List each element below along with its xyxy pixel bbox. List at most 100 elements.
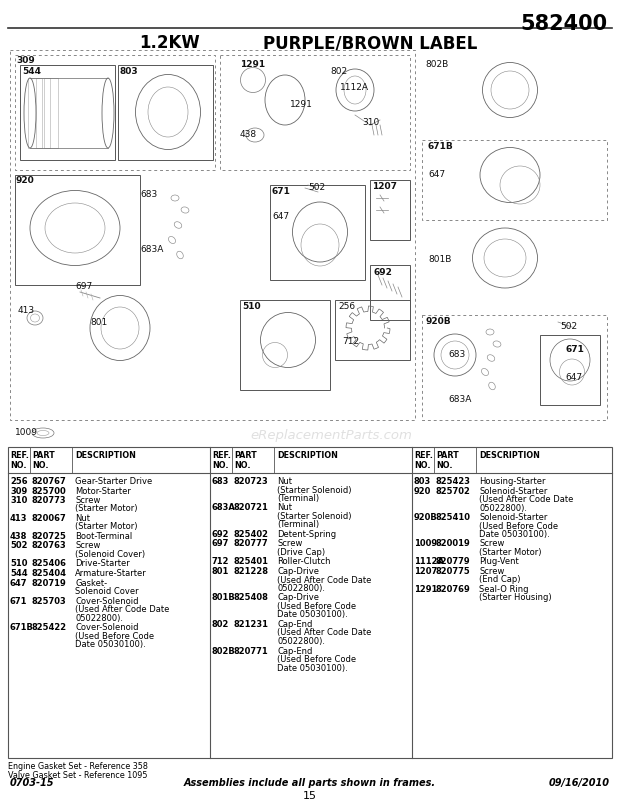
Bar: [422, 315, 607, 420]
Text: 683A: 683A: [140, 245, 164, 254]
Text: Cap-End: Cap-End: [277, 646, 312, 655]
Text: (End Cap): (End Cap): [479, 576, 521, 585]
Text: (Used Before Code: (Used Before Code: [479, 521, 558, 530]
Text: 05022800).: 05022800).: [75, 614, 123, 622]
Text: 825408: 825408: [234, 593, 269, 602]
Text: 802: 802: [330, 67, 347, 76]
Bar: [15, 175, 140, 285]
Bar: [270, 185, 365, 280]
Text: 502: 502: [308, 183, 325, 192]
Text: 825406: 825406: [32, 560, 67, 569]
Bar: [10, 50, 415, 420]
Text: Roller-Clutch: Roller-Clutch: [277, 557, 330, 566]
Text: 683: 683: [140, 190, 157, 199]
Text: 647: 647: [272, 212, 289, 221]
Text: 697: 697: [75, 282, 92, 291]
Text: Solenoid Cover: Solenoid Cover: [75, 587, 139, 596]
Text: (Used Before Code: (Used Before Code: [277, 602, 356, 611]
Bar: [370, 180, 410, 240]
Text: 801B: 801B: [212, 593, 236, 602]
Text: 803: 803: [120, 67, 139, 76]
Text: 310: 310: [362, 118, 379, 127]
Text: 801: 801: [90, 318, 107, 327]
Text: Screw: Screw: [277, 540, 303, 549]
Bar: [370, 265, 410, 320]
Text: Cover-Solenoid: Cover-Solenoid: [75, 623, 138, 632]
Text: 801B: 801B: [428, 255, 451, 264]
Text: 256: 256: [10, 477, 28, 486]
Text: 825404: 825404: [32, 569, 67, 578]
Text: REF.
NO.: REF. NO.: [414, 451, 433, 471]
Text: 1291: 1291: [290, 100, 313, 109]
Text: Engine Gasket Set - Reference 358: Engine Gasket Set - Reference 358: [8, 762, 148, 771]
Text: 671: 671: [272, 187, 291, 196]
Text: REF.
NO.: REF. NO.: [10, 451, 29, 471]
Text: 820067: 820067: [32, 514, 67, 523]
Text: 544: 544: [22, 67, 41, 76]
Text: 510: 510: [242, 302, 260, 311]
Text: 09/16/2010: 09/16/2010: [549, 778, 610, 788]
Text: 413: 413: [10, 514, 27, 523]
Text: 825702: 825702: [436, 487, 471, 496]
Text: 825703: 825703: [32, 597, 67, 606]
Text: 692: 692: [212, 530, 229, 539]
Text: Screw: Screw: [75, 496, 100, 505]
Text: 0703-15: 0703-15: [10, 778, 55, 788]
Text: Valve Gasket Set - Reference 1095: Valve Gasket Set - Reference 1095: [8, 771, 148, 780]
Text: Gasket-: Gasket-: [75, 578, 107, 588]
Text: 825410: 825410: [436, 513, 471, 522]
Bar: [220, 55, 410, 170]
Text: 1291: 1291: [240, 60, 265, 69]
Text: 820767: 820767: [32, 477, 67, 486]
Bar: [335, 300, 410, 360]
Text: 05022800).: 05022800).: [277, 584, 325, 593]
Text: 825700: 825700: [32, 487, 67, 496]
Text: 647: 647: [565, 373, 582, 382]
Bar: [8, 447, 612, 758]
Text: (Drive Cap): (Drive Cap): [277, 548, 325, 557]
Text: (Used After Code Date: (Used After Code Date: [75, 605, 169, 614]
Text: 825422: 825422: [32, 623, 67, 632]
Text: (Used After Code Date: (Used After Code Date: [277, 629, 371, 638]
Text: 438: 438: [240, 130, 257, 139]
Text: 1112A: 1112A: [414, 557, 444, 566]
Text: 820725: 820725: [32, 532, 67, 541]
Text: 582400: 582400: [521, 14, 608, 34]
Text: Housing-Starter: Housing-Starter: [479, 477, 546, 486]
Text: (Starter Motor): (Starter Motor): [75, 504, 138, 513]
Text: 683: 683: [448, 350, 465, 359]
Text: 683A: 683A: [212, 504, 236, 512]
Text: 820779: 820779: [436, 557, 471, 566]
Text: Screw: Screw: [479, 540, 505, 549]
Text: 920: 920: [16, 176, 35, 185]
Text: 821231: 821231: [234, 620, 269, 629]
Bar: [36, 78, 50, 148]
Text: 697: 697: [212, 540, 229, 549]
Text: 802: 802: [212, 620, 229, 629]
Text: Date 05030100).: Date 05030100).: [75, 640, 146, 649]
Text: 820777: 820777: [234, 540, 268, 549]
Text: 803: 803: [414, 477, 432, 486]
Text: 820019: 820019: [436, 540, 471, 549]
Text: Date 05030100).: Date 05030100).: [479, 530, 550, 539]
Text: Gear-Starter Drive: Gear-Starter Drive: [75, 477, 153, 486]
Text: 544: 544: [10, 569, 28, 578]
Text: 1207: 1207: [414, 567, 437, 576]
Text: DESCRIPTION: DESCRIPTION: [479, 451, 540, 460]
Bar: [422, 140, 607, 220]
Text: 05022800).: 05022800).: [479, 504, 527, 512]
Text: (Used Before Code: (Used Before Code: [75, 631, 154, 641]
Text: 712: 712: [212, 557, 229, 566]
Text: Screw: Screw: [479, 567, 505, 576]
Text: 502: 502: [10, 541, 27, 550]
Text: 820769: 820769: [436, 585, 471, 594]
Text: PART
NO.: PART NO.: [436, 451, 459, 471]
Text: DESCRIPTION: DESCRIPTION: [277, 451, 338, 460]
Text: 671: 671: [10, 597, 27, 606]
Text: 671B: 671B: [10, 623, 34, 632]
Text: 671: 671: [565, 345, 584, 354]
Bar: [240, 300, 330, 390]
Bar: [20, 65, 115, 160]
Text: (Terminal): (Terminal): [277, 520, 319, 529]
Text: Cap-Drive: Cap-Drive: [277, 567, 319, 576]
